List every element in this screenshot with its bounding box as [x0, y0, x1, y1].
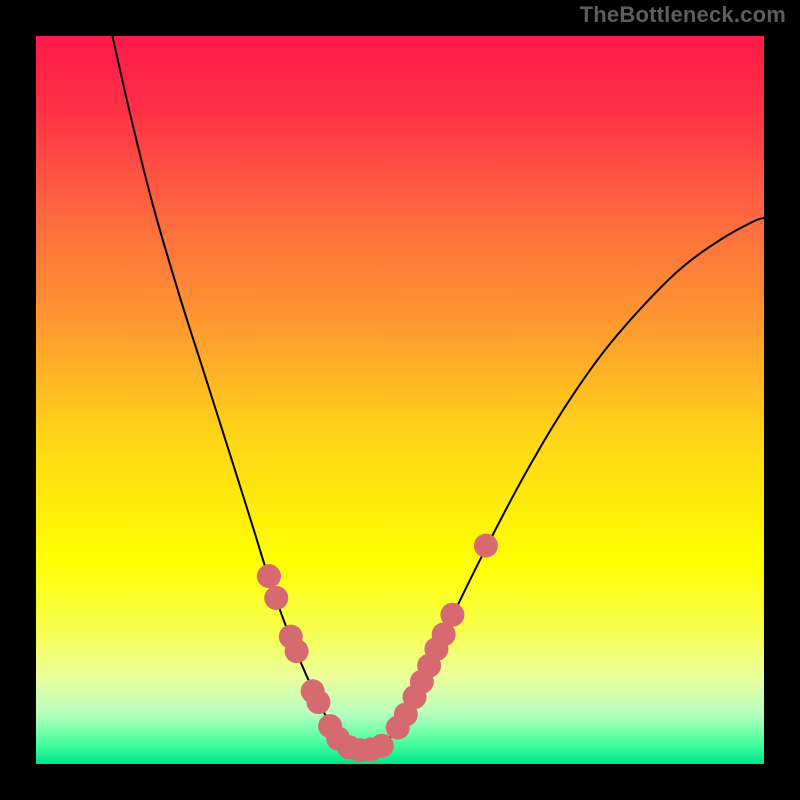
- data-marker: [257, 564, 281, 588]
- data-marker: [306, 690, 330, 714]
- bottleneck-chart: [0, 0, 800, 800]
- watermark-text: TheBottleneck.com: [580, 2, 786, 28]
- data-marker: [370, 734, 394, 758]
- data-marker: [264, 586, 288, 610]
- data-marker: [440, 603, 464, 627]
- chart-frame: TheBottleneck.com: [0, 0, 800, 800]
- data-marker: [285, 639, 309, 663]
- data-marker: [474, 534, 498, 558]
- chart-background-gradient: [36, 36, 764, 764]
